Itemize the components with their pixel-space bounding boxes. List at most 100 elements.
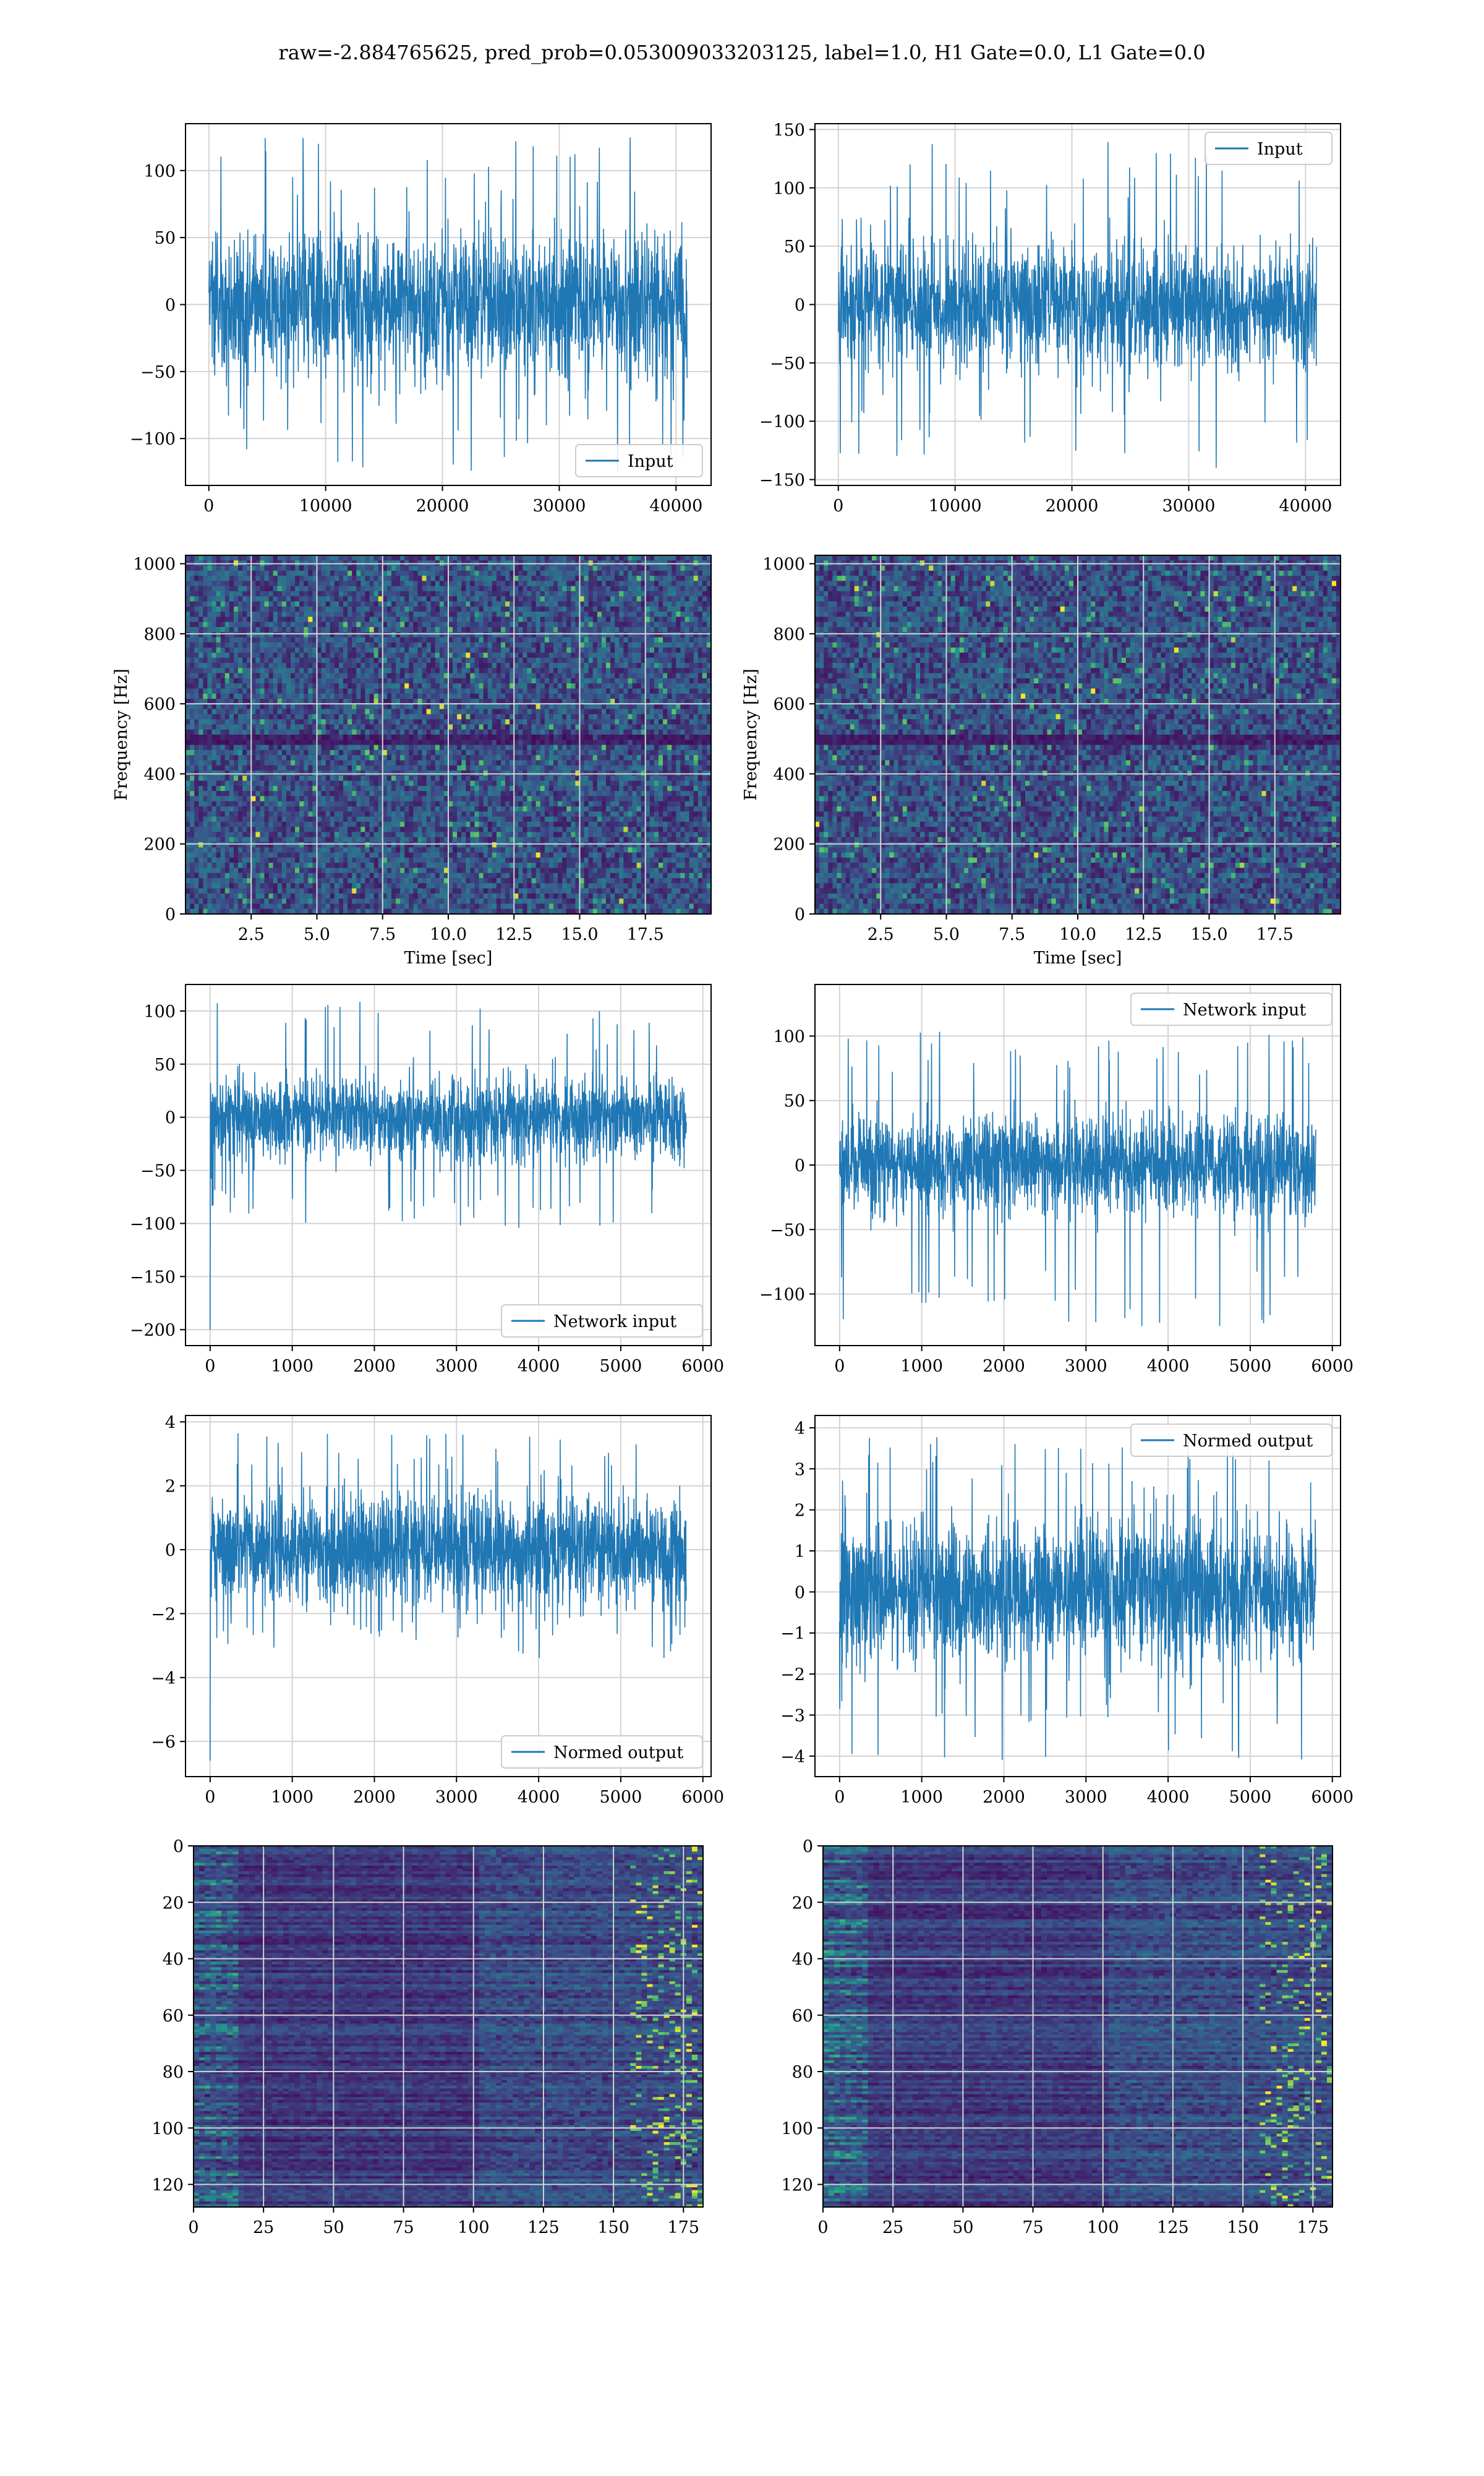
heatmap-cell <box>466 642 471 648</box>
heatmap-cell <box>453 566 458 571</box>
heatmap-cell <box>356 740 361 745</box>
heatmap-cell <box>637 627 642 633</box>
heatmap-cell <box>514 750 519 756</box>
heatmap-cell <box>501 602 506 607</box>
heatmap-cell <box>308 555 313 561</box>
heatmap-cell <box>492 555 497 561</box>
heatmap-cell <box>663 709 668 715</box>
heatmap-cell <box>348 647 352 653</box>
heatmap-cell <box>571 678 576 684</box>
heatmap-cell <box>198 652 203 658</box>
heatmap-cell <box>273 617 278 622</box>
heatmap-cell <box>589 632 594 638</box>
heatmap-cell <box>404 555 409 561</box>
heatmap-cell <box>291 760 296 766</box>
heatmap-cell <box>475 571 480 576</box>
heatmap-cell <box>518 622 523 628</box>
heatmap-cell <box>387 627 392 633</box>
y-tick-label: 0 <box>165 296 176 315</box>
heatmap-cell <box>278 658 283 664</box>
heatmap-cell <box>536 678 541 684</box>
heatmap-cell <box>308 668 313 673</box>
heatmap-cell <box>370 719 375 725</box>
heatmap-cell <box>422 571 427 576</box>
heatmap-cell <box>615 663 620 668</box>
heatmap-cell <box>606 586 611 592</box>
heatmap-cell <box>676 668 681 673</box>
heatmap-cell <box>646 607 650 612</box>
heatmap-cell <box>702 596 707 602</box>
heatmap-cell <box>484 740 488 745</box>
heatmap-cell <box>190 760 195 766</box>
heatmap-cell <box>633 704 638 709</box>
heatmap-cell <box>304 663 309 668</box>
heatmap-cell <box>374 591 379 597</box>
heatmap-cell <box>619 719 624 725</box>
heatmap-cell <box>553 647 558 653</box>
heatmap-cell <box>553 581 558 586</box>
heatmap-cell <box>343 566 348 571</box>
heatmap-cell <box>580 750 585 756</box>
heatmap-cell <box>365 673 370 679</box>
heatmap-cell <box>207 709 212 715</box>
heatmap-cell <box>676 714 681 720</box>
heatmap-cell <box>650 571 655 576</box>
heatmap-cell <box>207 683 212 689</box>
heatmap-cell <box>238 571 243 576</box>
heatmap-cell <box>255 581 260 586</box>
heatmap-cell <box>203 719 208 725</box>
heatmap-cell <box>623 581 628 586</box>
heatmap-cell <box>422 555 427 561</box>
heatmap-cell <box>457 745 462 751</box>
heatmap-cell <box>488 714 493 720</box>
heatmap-cell <box>413 683 418 689</box>
heatmap-cell <box>360 678 365 684</box>
heatmap-cell <box>435 714 440 720</box>
heatmap-cell <box>553 638 558 643</box>
heatmap-cell <box>282 607 287 612</box>
heatmap-cell <box>527 704 532 709</box>
heatmap-cell <box>317 647 322 653</box>
heatmap-cell <box>299 571 304 576</box>
heatmap-cell <box>383 668 388 673</box>
heatmap-cell <box>610 730 615 735</box>
heatmap-cell <box>317 730 322 735</box>
heatmap-cell <box>680 581 685 586</box>
heatmap-cell <box>457 642 462 648</box>
heatmap-cell <box>549 714 554 720</box>
heatmap-cell <box>650 596 655 602</box>
heatmap-cell <box>370 668 375 673</box>
heatmap-cell <box>352 745 357 751</box>
heatmap-cell <box>330 607 335 612</box>
heatmap-cell <box>558 607 563 612</box>
heatmap-cell <box>374 673 379 679</box>
heatmap-cell <box>461 642 466 648</box>
heatmap-cell <box>273 709 278 715</box>
heatmap-cell <box>702 719 707 725</box>
heatmap-cell <box>457 678 462 684</box>
heatmap-cell <box>269 586 274 592</box>
heatmap-cell <box>427 571 432 576</box>
heatmap-cell <box>282 760 287 766</box>
heatmap-cell <box>522 566 527 571</box>
heatmap-cell <box>212 683 217 689</box>
heatmap-cell <box>356 745 361 751</box>
heatmap-cell <box>470 683 475 689</box>
heatmap-cell <box>497 663 501 668</box>
heatmap-cell <box>207 617 212 622</box>
heatmap-cell <box>667 638 672 643</box>
heatmap-cell <box>566 638 571 643</box>
heatmap-cell <box>413 719 418 725</box>
heatmap-cell <box>431 755 436 761</box>
heatmap-cell <box>335 673 339 679</box>
heatmap-cell <box>343 673 348 679</box>
heatmap-cell <box>409 658 414 664</box>
heatmap-cell <box>562 642 567 648</box>
heatmap-cell <box>628 647 633 653</box>
heatmap-cell <box>484 612 488 617</box>
heatmap-cell <box>322 622 326 628</box>
heatmap-cell <box>702 571 707 576</box>
heatmap-cell <box>291 581 296 586</box>
heatmap-cell <box>330 709 335 715</box>
heatmap-cell <box>667 591 672 597</box>
